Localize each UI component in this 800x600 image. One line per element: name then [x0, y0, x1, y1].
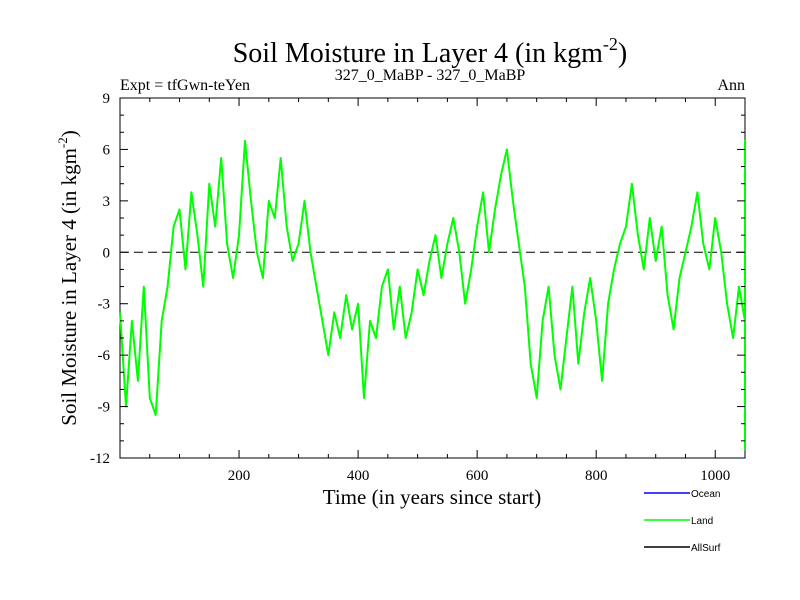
- chart-title-close: ): [618, 38, 627, 69]
- x-tick-label: 1000: [700, 468, 730, 484]
- y-tick-label: -3: [98, 297, 111, 313]
- x-axis-label: Time (in years since start): [323, 485, 542, 509]
- legend-label-land: Land: [691, 516, 713, 527]
- plot-frame: [119, 97, 746, 459]
- subtitle-right: Ann: [717, 77, 745, 94]
- subtitle-center: 327_0_MaBP - 327_0_MaBP: [335, 67, 526, 84]
- series-group: [119, 139, 746, 451]
- y-tick-label: 6: [103, 142, 111, 158]
- legend-label-ocean: Ocean: [691, 489, 720, 500]
- x-tick-label: 600: [466, 468, 489, 484]
- y-axis-label-close: ): [57, 130, 81, 137]
- x-tick-label: 200: [228, 468, 251, 484]
- chart-title: Soil Moisture in Layer 4 (in kgm-2): [233, 34, 628, 69]
- y-axis-label: Soil Moisture in Layer 4 (in kgm-2): [55, 130, 81, 425]
- chart-title-superscript: -2: [603, 34, 618, 54]
- y-axis-label-main: Soil Moisture in Layer 4 (in kgm: [57, 148, 81, 426]
- legend-label-allsurf: AllSurf: [691, 543, 721, 554]
- y-axis-label-superscript: -2: [55, 137, 70, 148]
- y-tick-label: -12: [90, 451, 110, 467]
- ticks: 200 400 600 800 1000 -12 -9 -6 -3 0 3 6 9: [90, 91, 745, 484]
- x-tick-label: 400: [347, 468, 370, 484]
- series-line-land: [119, 139, 746, 451]
- y-tick-label: 9: [103, 91, 111, 107]
- legend: Ocean Land AllSurf: [644, 489, 721, 554]
- y-tick-label: -9: [98, 400, 111, 416]
- subtitle-left: Expt = tfGwn-teYen: [120, 77, 250, 94]
- y-tick-label: -6: [98, 348, 111, 364]
- y-tick-label: 0: [103, 245, 111, 261]
- x-tick-label: 800: [585, 468, 608, 484]
- y-tick-label: 3: [103, 194, 111, 210]
- chart-title-main: Soil Moisture in Layer 4 (in kgm: [233, 38, 603, 69]
